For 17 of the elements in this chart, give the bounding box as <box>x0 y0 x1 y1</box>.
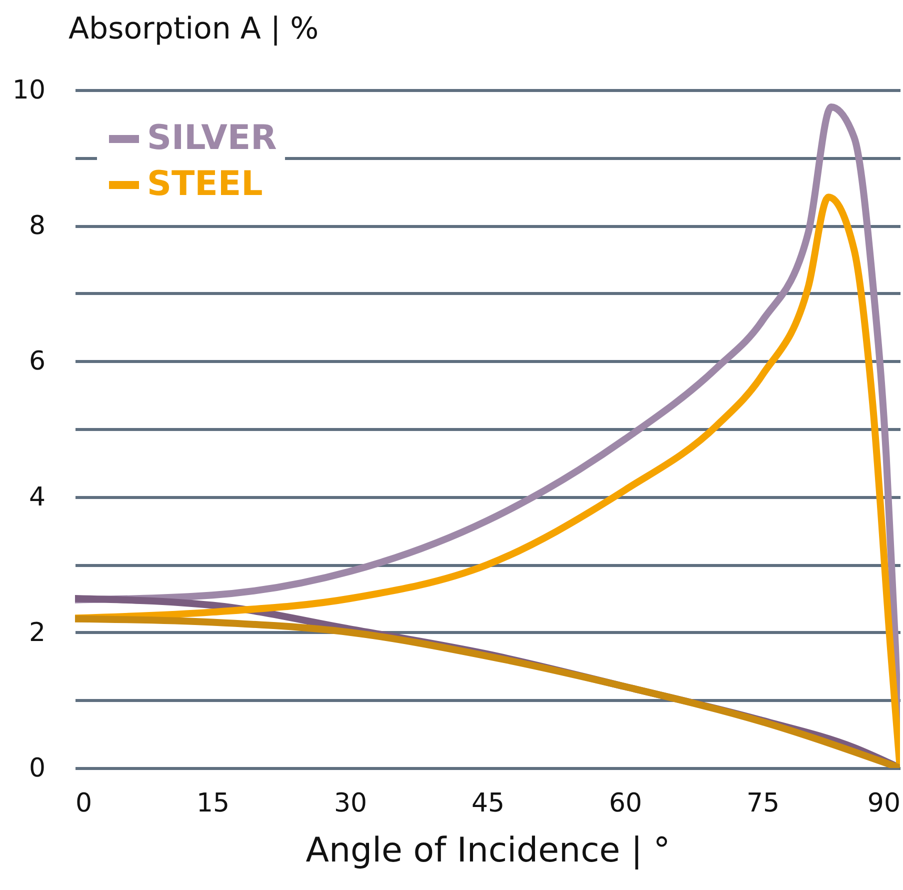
y-tick-label: 0 <box>28 754 46 784</box>
legend-label: STEEL <box>147 164 263 204</box>
y-tick-label: 8 <box>28 211 46 242</box>
x-tick-label: 75 <box>746 788 780 818</box>
y-tick-label: 6 <box>28 346 46 377</box>
x-tick-label: 0 <box>76 788 92 818</box>
x-axis-title: Angle of Incidence | ° <box>306 830 670 870</box>
y-tick-label: 10 <box>12 76 46 106</box>
x-tick-label: 45 <box>471 788 505 818</box>
x-tick-label: 15 <box>196 788 230 818</box>
x-tick-label: 60 <box>608 788 642 818</box>
x-tick-label: 30 <box>334 788 368 818</box>
y-tick-label: 2 <box>28 618 46 648</box>
y-tick-label: 4 <box>28 482 46 512</box>
legend-label: SILVER <box>147 118 277 158</box>
y-axis-title: Absorption A | % <box>68 12 319 46</box>
x-tick-label: 90 <box>867 788 900 818</box>
